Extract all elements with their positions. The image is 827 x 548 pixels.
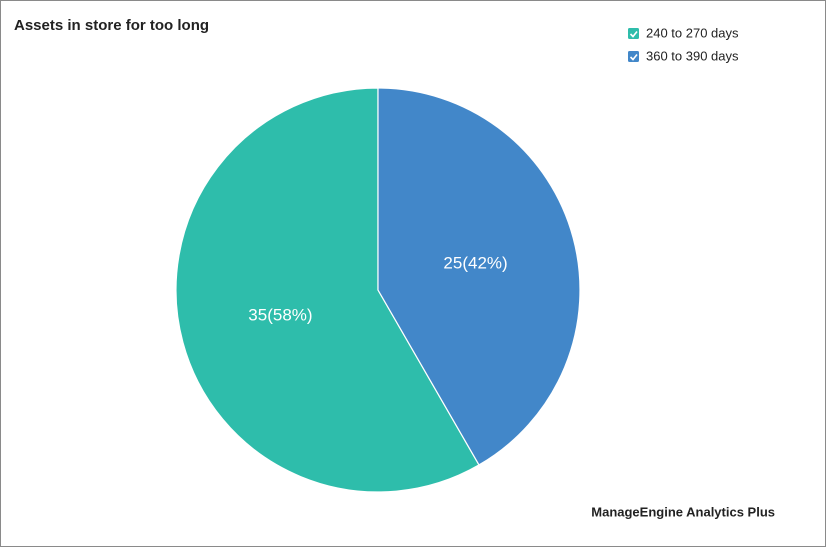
slice-label: 35(58%) — [248, 306, 312, 325]
pie-slice — [377, 87, 581, 466]
legend-label[interactable]: 360 to 390 days — [646, 48, 739, 63]
pie-slice — [175, 87, 480, 493]
legend-label[interactable]: 240 to 270 days — [646, 25, 739, 40]
legend-check — [629, 54, 638, 61]
slice-label: 25(42%) — [443, 253, 507, 272]
legend-check — [629, 31, 638, 38]
chart-title: Assets in store for too long — [14, 17, 209, 34]
footer-brand: ManageEngine Analytics Plus — [591, 504, 775, 519]
legend-checkbox[interactable] — [628, 51, 639, 62]
legend-checkbox[interactable] — [628, 28, 639, 39]
